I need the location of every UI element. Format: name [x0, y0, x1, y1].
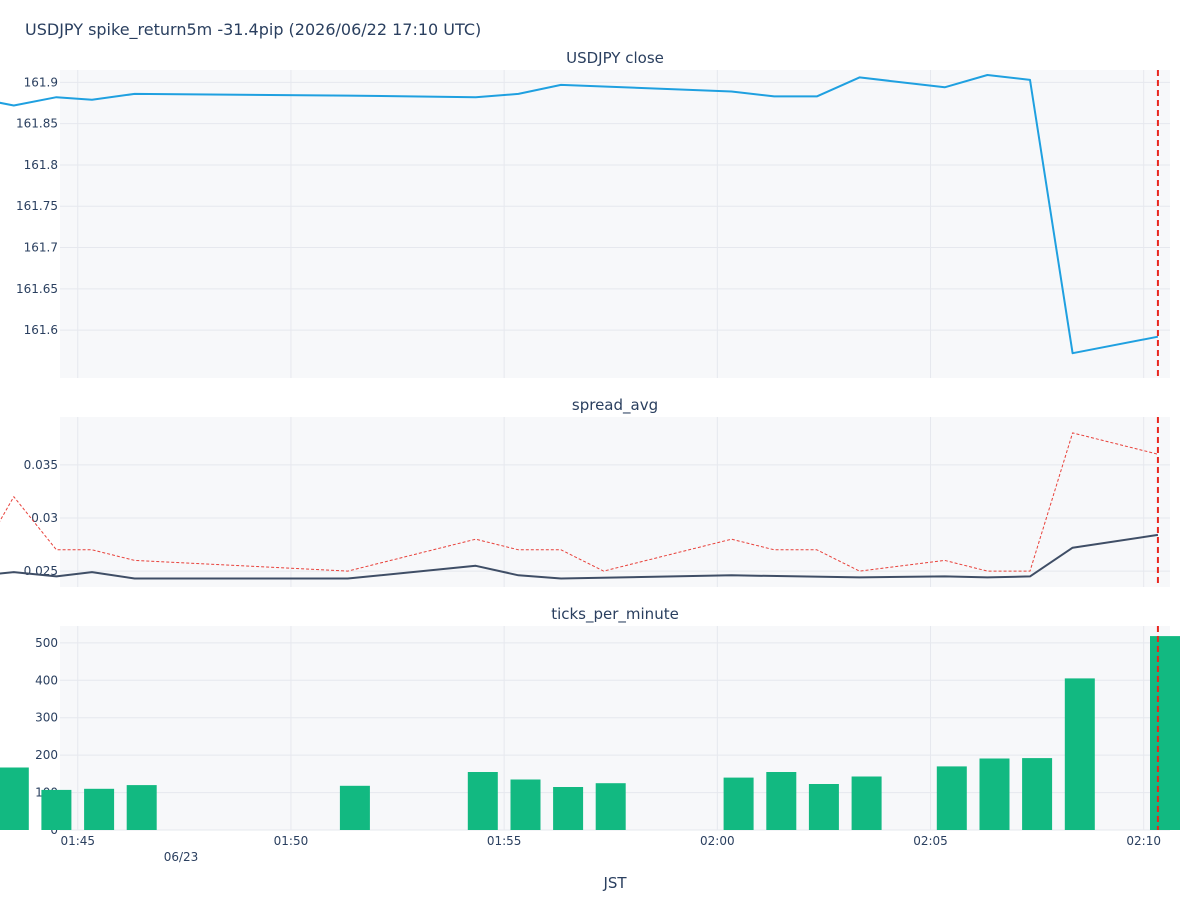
bar: [595, 783, 626, 830]
y-tick-label: 161.9: [24, 75, 58, 89]
y-tick-label: 161.65: [16, 282, 58, 296]
x-axis-label: JST: [602, 874, 627, 892]
plot-area-spread: [60, 417, 1170, 587]
bar: [510, 779, 541, 830]
panel-ticks: 0100200300400500: [0, 626, 1180, 837]
bar: [1064, 678, 1095, 830]
bar: [723, 777, 754, 830]
bar: [1150, 636, 1180, 830]
y-tick-label: 161.6: [24, 323, 58, 337]
plot-area-close: [60, 70, 1170, 378]
panel-title-ticks: ticks_per_minute: [551, 605, 679, 624]
y-tick-label: 161.8: [24, 158, 58, 172]
y-tick-label: 161.75: [16, 199, 58, 213]
x-tick-label: 02:05: [913, 834, 948, 848]
panel-title-spread: spread_avg: [572, 396, 658, 415]
bar: [766, 772, 797, 830]
x-axis-date-label: 06/23: [164, 850, 199, 864]
bar: [339, 785, 370, 830]
panel-close: 161.6 161.65 161.7 161.75 161.8 161.85 161.9: [0, 70, 1170, 378]
y-tick-label: 300: [35, 711, 58, 725]
y-tick-label: 500: [35, 636, 58, 650]
y-tick-label: 0.035: [24, 458, 58, 472]
series-line-close-0: [0, 74, 1159, 355]
bar: [553, 787, 584, 830]
bar: [467, 772, 498, 830]
bar: [851, 776, 882, 830]
figure-title: USDJPY spike_return5m -31.4pip (2026/06/…: [25, 20, 481, 40]
bar: [84, 788, 115, 830]
bar: [0, 767, 29, 830]
bar: [41, 789, 72, 830]
x-tick-label: 01:55: [487, 834, 522, 848]
bar: [126, 785, 157, 830]
panels-layer: 161.6 161.65 161.7 161.75 161.8 161.85 161.9 0.…: [0, 70, 1180, 848]
x-tick-label: 01:50: [274, 834, 309, 848]
bar: [1022, 758, 1053, 830]
bar: [979, 758, 1010, 830]
panel-title-close: USDJPY close: [566, 49, 664, 67]
y-tick-label: 161.7: [24, 241, 58, 255]
x-tick-label: 02:10: [1126, 834, 1161, 848]
series-line-spread-1: [0, 432, 1159, 572]
y-tick-label: 400: [35, 673, 58, 687]
y-tick-label: 200: [35, 748, 58, 762]
x-tick-label: 02:00: [700, 834, 735, 848]
series-line-spread-0: [0, 533, 1159, 580]
y-tick-label: 0.03: [31, 511, 58, 525]
bar: [936, 766, 967, 830]
y-tick-label: 161.85: [16, 117, 58, 131]
bar: [808, 784, 839, 830]
x-tick-label: 01:45: [60, 834, 95, 848]
